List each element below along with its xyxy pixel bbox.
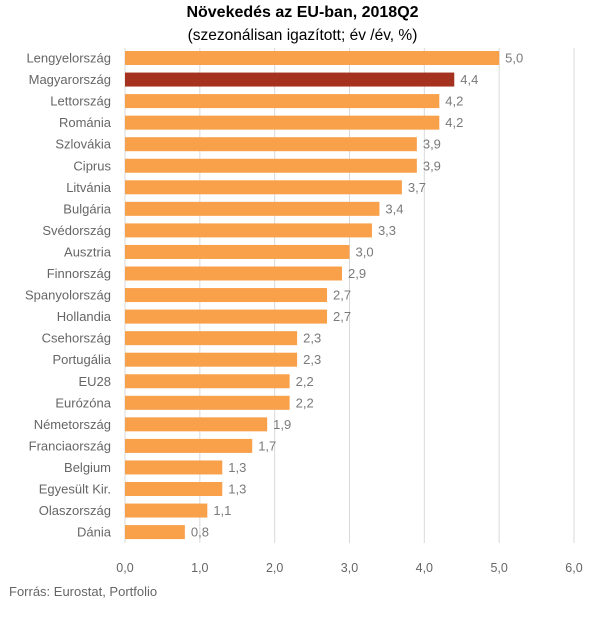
category-label: Csehország (42, 331, 111, 346)
category-label: Portugália (52, 352, 111, 367)
x-tick-label: 3,0 (341, 561, 358, 575)
bar (125, 503, 208, 518)
bar (125, 223, 372, 238)
x-tick-label: 6,0 (565, 561, 582, 575)
value-label: 1,7 (258, 438, 276, 453)
value-label: 1,9 (273, 417, 291, 432)
value-label: 1,3 (228, 482, 246, 497)
bar (125, 115, 440, 130)
x-tick-label: 4,0 (416, 561, 433, 575)
category-label: Litvánia (66, 180, 112, 195)
value-label: 5,0 (505, 51, 523, 66)
bar (125, 482, 223, 496)
bar (125, 51, 500, 65)
bar (125, 266, 343, 281)
bar (125, 180, 402, 195)
bar (125, 244, 350, 259)
value-label: 4,2 (445, 115, 463, 130)
category-label: Lettország (50, 94, 111, 109)
category-label: Ausztria (64, 244, 112, 259)
bar (125, 94, 440, 109)
labels: 0,0 1,0 2,0 3,0 4,0 5,0 6,0 Lengyelország 5,0 Mag… (25, 51, 583, 576)
bar (125, 201, 380, 216)
value-label: 3,7 (408, 180, 426, 195)
value-label: 1,3 (228, 460, 246, 475)
value-label: 3,4 (385, 201, 403, 216)
category-label: Szlovákia (55, 137, 111, 152)
category-label: Magyarország (29, 72, 111, 87)
bar (125, 309, 328, 324)
category-label: Ciprus (73, 158, 111, 173)
bar (125, 525, 185, 540)
bars (125, 51, 500, 540)
value-label: 2,9 (348, 266, 366, 281)
value-label: 2,2 (296, 395, 314, 410)
category-label: Lengyelország (26, 51, 111, 66)
source-note: Forrás: Eurostat, Portfolio (9, 584, 158, 599)
x-tick-label: 1,0 (191, 561, 208, 575)
x-tick-label: 0,0 (116, 561, 133, 575)
value-label: 1,1 (213, 503, 231, 518)
bar (125, 460, 223, 475)
category-label: Dánia (77, 525, 112, 540)
value-label: 2,3 (303, 331, 321, 346)
value-label: 2,7 (333, 288, 351, 303)
bar (125, 137, 417, 152)
category-label: Németország (34, 417, 111, 432)
x-tick-label: 5,0 (490, 561, 507, 575)
category-label: Franciaország (29, 438, 111, 453)
chart-subtitle: (szezonálisan igazított; év /év, %) (187, 27, 418, 44)
value-label: 2,2 (296, 374, 314, 389)
category-label: Románia (59, 115, 112, 130)
bar (125, 417, 268, 432)
bar (125, 352, 298, 367)
bar (125, 438, 253, 453)
category-label: Hollandia (57, 309, 112, 324)
category-label: Bulgária (63, 201, 111, 216)
bar (125, 158, 417, 173)
category-label: Egyesült Kir. (39, 482, 111, 497)
category-label: Finnország (47, 266, 111, 281)
value-label: 4,4 (460, 72, 478, 87)
value-label: 3,0 (356, 244, 374, 259)
category-label: Eurózóna (55, 395, 111, 410)
bar (125, 288, 328, 303)
value-label: 3,9 (423, 158, 441, 173)
category-label: Spanyolország (25, 288, 111, 303)
value-label: 2,7 (333, 309, 351, 324)
category-label: Belgium (64, 460, 111, 475)
value-label: 0,8 (191, 525, 209, 540)
category-label: Svédország (42, 223, 111, 238)
x-tick-label: 2,0 (266, 561, 283, 575)
bar (125, 72, 455, 87)
value-label: 2,3 (303, 352, 321, 367)
category-label: EU28 (78, 374, 111, 389)
value-label: 3,9 (423, 137, 441, 152)
value-label: 4,2 (445, 94, 463, 109)
bar (125, 374, 290, 389)
chart-title: Növekedés az EU-ban, 2018Q2 (186, 4, 419, 21)
category-label: Olaszország (39, 503, 111, 518)
bar (125, 395, 290, 410)
value-label: 3,3 (378, 223, 396, 238)
bar (125, 331, 298, 346)
